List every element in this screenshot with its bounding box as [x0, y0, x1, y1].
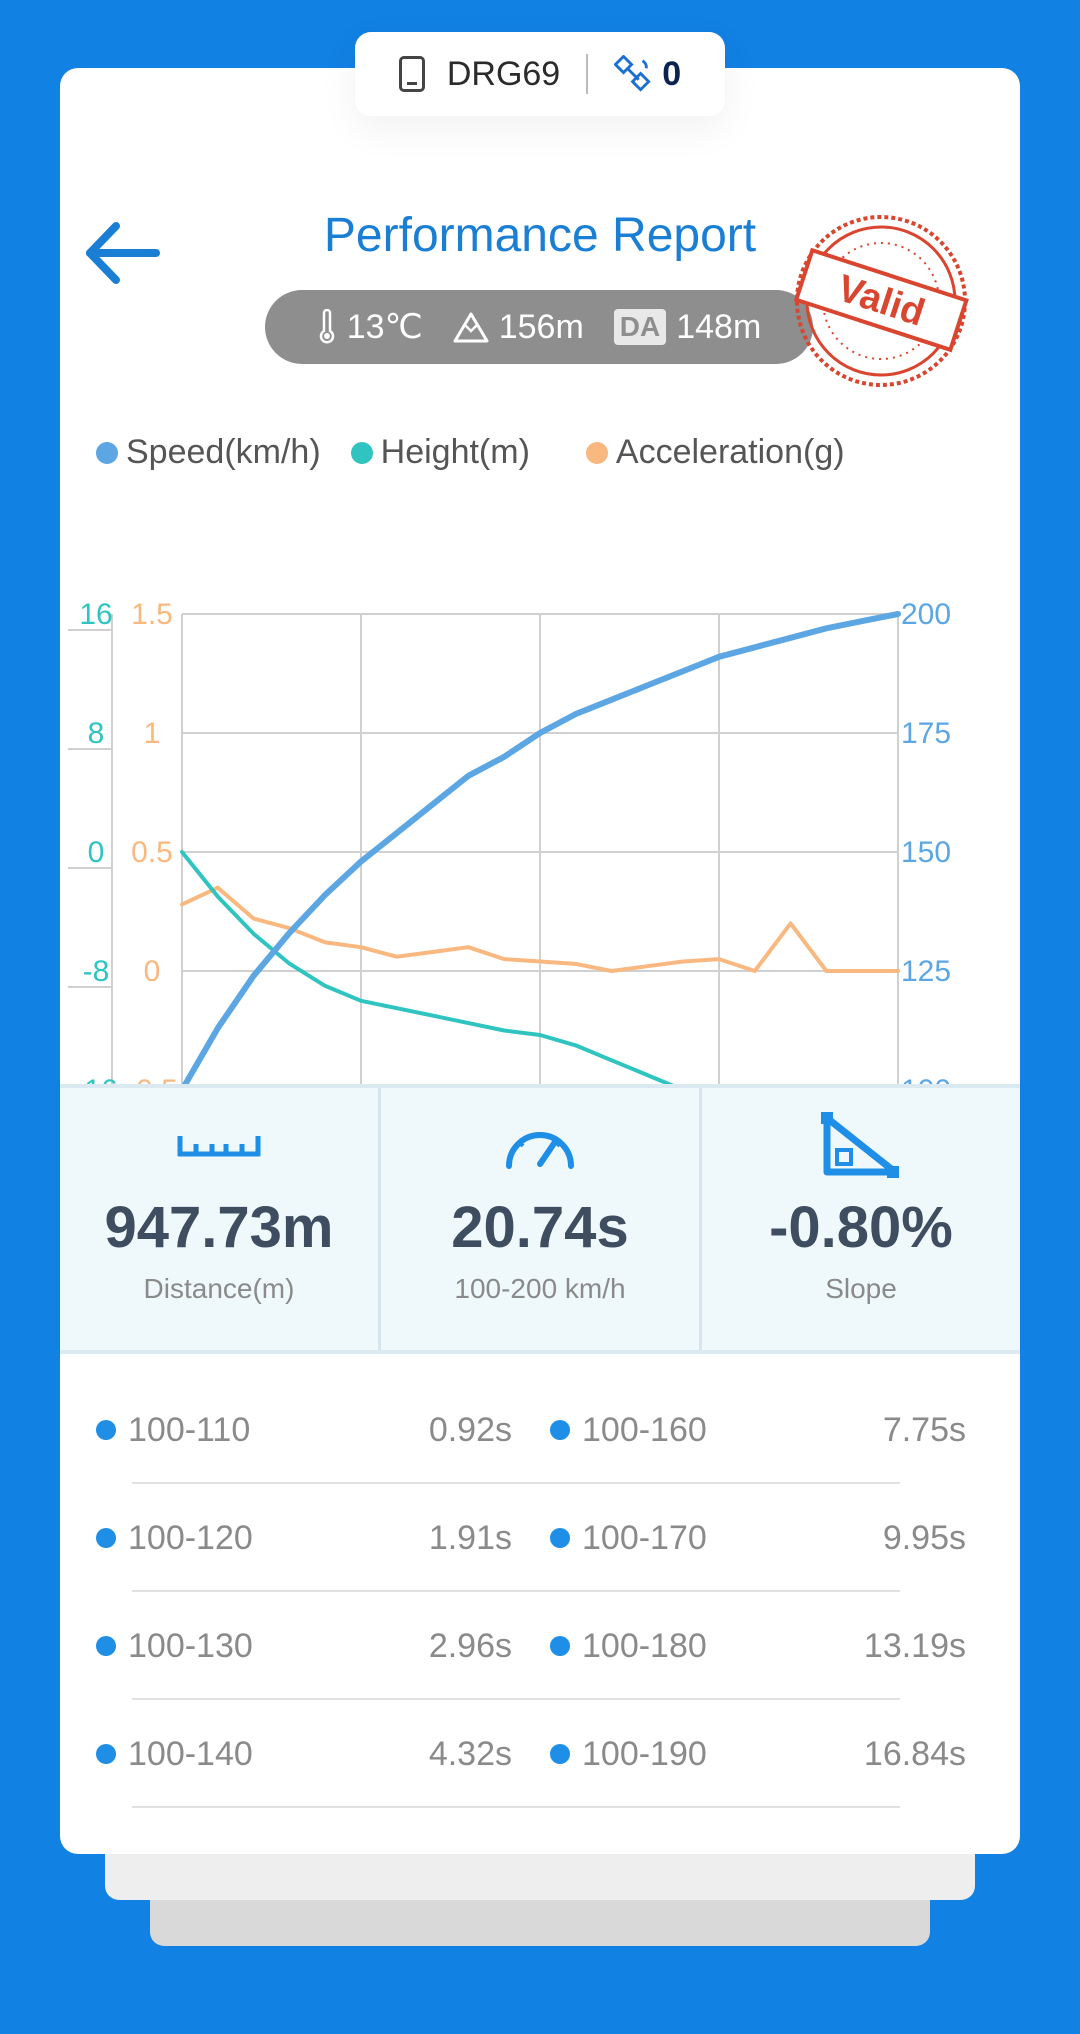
- distance-value: 947.73m: [104, 1195, 334, 1260]
- speedometer-icon: [506, 1132, 574, 1169]
- split-item: 100-140 4.32s: [96, 1700, 512, 1808]
- back-arrow-icon[interactable]: [82, 218, 162, 288]
- speed-tick-label: 175: [901, 717, 951, 750]
- split-time: 16.84s: [863, 1734, 966, 1773]
- split-time: 0.92s: [428, 1410, 512, 1449]
- speed-dot: [96, 441, 118, 464]
- split-range: 100-110: [128, 1410, 251, 1449]
- accel-tick-label: 0: [144, 955, 161, 988]
- height-dot: [350, 441, 373, 464]
- accel-tick-label: 0.5: [131, 836, 173, 869]
- split-row: 100-110 0.92s 100-160 7.75s: [60, 1376, 1020, 1484]
- split-time: 1.91s: [428, 1518, 512, 1557]
- split-item: 100-110 0.92s: [96, 1376, 512, 1484]
- legend-height-label: Height(m): [380, 433, 530, 471]
- density-altitude-value: 148m: [676, 307, 762, 346]
- split-range: 100-140: [128, 1734, 253, 1773]
- split-row: 100-140 4.32s 100-190 16.84s: [60, 1700, 1020, 1808]
- speed-tick-label: 200: [901, 598, 951, 631]
- satellite-icon: [614, 55, 651, 92]
- bullet-icon: [550, 1420, 570, 1440]
- split-time: 13.19s: [863, 1626, 966, 1665]
- split-time: 7.75s: [882, 1410, 966, 1449]
- device-divider: [586, 54, 589, 94]
- slope-label: Slope: [825, 1273, 897, 1304]
- split-row: 100-120 1.91s 100-170 9.95s: [60, 1484, 1020, 1592]
- device-name: DRG69: [446, 54, 561, 93]
- report-card: Performance Report 13℃ 156m DA 148m: [60, 68, 1020, 1854]
- slope-icon: [821, 1112, 899, 1178]
- density-altitude: DA 148m: [613, 307, 762, 347]
- split-item: 100-170 9.95s: [550, 1484, 966, 1592]
- temperature: 13℃: [317, 307, 423, 347]
- height-tick-label: 0: [88, 836, 105, 869]
- ruler-icon: [177, 1136, 261, 1157]
- split-range: 100-190: [582, 1734, 707, 1773]
- chart-legend: Speed(km/h) Height(m) Acceleration(g): [96, 433, 875, 472]
- speed-tick-label: 125: [901, 955, 951, 988]
- height-series-line: [180, 850, 748, 1108]
- legend-height[interactable]: Height(m): [350, 433, 530, 472]
- split-range: 100-170: [582, 1518, 707, 1557]
- accel-tick-label: 1: [144, 717, 161, 750]
- split-item: 100-130 2.96s: [96, 1592, 512, 1700]
- page-title: Performance Report: [323, 209, 757, 262]
- split-time: 4.32s: [428, 1734, 512, 1773]
- split-range: 100-180: [582, 1626, 707, 1665]
- bullet-icon: [96, 1744, 116, 1764]
- split-item: 100-120 1.91s: [96, 1484, 512, 1592]
- split-item: 100-160 7.75s: [550, 1376, 966, 1484]
- distance-label: Distance(m): [143, 1273, 295, 1304]
- bullet-icon: [96, 1528, 116, 1548]
- stat-slope: -0.80% Slope: [699, 1088, 1020, 1350]
- bullet-icon: [96, 1420, 116, 1440]
- accel-series-line: [180, 885, 900, 973]
- conditions-pill: 13℃ 156m DA 148m: [265, 290, 813, 364]
- time-value: 20.74s: [451, 1195, 629, 1260]
- stat-time: 20.74s 100-200 km/h: [378, 1088, 699, 1350]
- height-tick-label: 16: [79, 598, 112, 631]
- legend-acceleration-label: Acceleration(g): [615, 433, 845, 471]
- split-time: 2.96s: [428, 1626, 512, 1665]
- legend-acceleration[interactable]: Acceleration(g): [585, 433, 845, 472]
- height-tick-label: -8: [83, 955, 110, 988]
- valid-stamp: Valid: [793, 215, 969, 387]
- altitude-value: 156m: [498, 307, 584, 346]
- split-range: 100-160: [582, 1410, 707, 1449]
- summary-stats: 947.73m Distance(m) 20.74s 100-200 km/h: [60, 1084, 1020, 1354]
- bullet-icon: [550, 1744, 570, 1764]
- legend-speed[interactable]: Speed(km/h): [96, 433, 321, 472]
- satellite-count: 0: [662, 54, 682, 93]
- da-icon: DA: [613, 309, 667, 345]
- stat-distance: 947.73m Distance(m): [60, 1088, 378, 1350]
- height-tick-label: 8: [88, 717, 105, 750]
- bullet-icon: [550, 1528, 570, 1548]
- time-label: 100-200 km/h: [454, 1273, 626, 1304]
- acceleration-dot: [585, 441, 608, 464]
- split-row: 100-130 2.96s 100-180 13.19s: [60, 1592, 1020, 1700]
- bullet-icon: [550, 1636, 570, 1656]
- bullet-icon: [96, 1636, 116, 1656]
- split-time: 9.95s: [882, 1518, 966, 1557]
- split-item: 100-190 16.84s: [550, 1700, 966, 1808]
- legend-speed-label: Speed(km/h): [126, 433, 321, 471]
- thermometer-icon: [319, 309, 334, 344]
- split-times: 100-110 0.92s 100-160 7.75s 100-120 1.91s 1…: [60, 1376, 1020, 1808]
- slope-value: -0.80%: [769, 1195, 953, 1260]
- speed-series-line: [179, 611, 901, 1093]
- temperature-value: 13℃: [346, 308, 423, 346]
- split-range: 100-120: [128, 1518, 253, 1557]
- split-range: 100-130: [128, 1626, 253, 1665]
- accel-tick-label: 1.5: [131, 598, 173, 631]
- mountain-icon: [453, 312, 489, 343]
- phone-icon: [398, 56, 425, 92]
- split-item: 100-180 13.19s: [550, 1592, 966, 1700]
- device-badge[interactable]: DRG69 0: [355, 32, 725, 116]
- speed-tick-label: 150: [901, 836, 951, 869]
- altitude: 156m: [453, 308, 584, 347]
